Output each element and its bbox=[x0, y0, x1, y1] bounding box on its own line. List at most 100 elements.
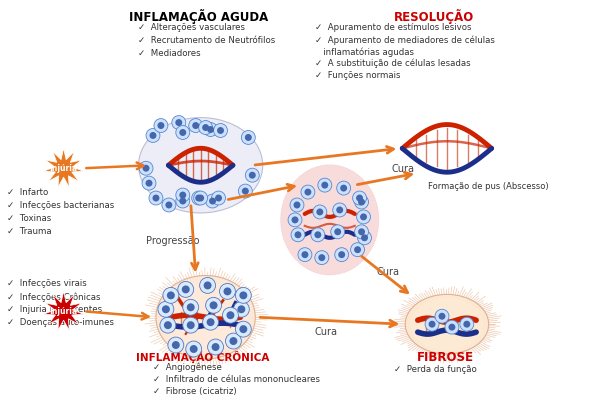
Text: Cura: Cura bbox=[392, 164, 415, 174]
Text: inflamatórias agudas: inflamatórias agudas bbox=[315, 47, 414, 57]
Circle shape bbox=[230, 337, 237, 345]
Circle shape bbox=[202, 124, 209, 131]
Circle shape bbox=[463, 321, 470, 328]
Circle shape bbox=[350, 243, 365, 257]
Circle shape bbox=[154, 118, 168, 133]
Circle shape bbox=[361, 234, 368, 241]
Circle shape bbox=[235, 287, 251, 303]
Circle shape bbox=[146, 179, 152, 187]
Text: ✓  Infarto: ✓ Infarto bbox=[7, 188, 48, 197]
Circle shape bbox=[162, 198, 176, 212]
Circle shape bbox=[208, 339, 224, 355]
Circle shape bbox=[313, 205, 327, 219]
Circle shape bbox=[205, 194, 219, 208]
Text: RESOLUÇÃO: RESOLUÇÃO bbox=[394, 9, 474, 24]
Ellipse shape bbox=[405, 294, 489, 354]
Circle shape bbox=[168, 337, 183, 353]
Circle shape bbox=[212, 191, 225, 205]
Circle shape bbox=[356, 195, 363, 201]
Text: Cura: Cura bbox=[377, 267, 400, 276]
Circle shape bbox=[143, 165, 149, 172]
Circle shape bbox=[152, 195, 159, 201]
Text: ✓  Fibrose (cicatriz): ✓ Fibrose (cicatriz) bbox=[153, 387, 237, 396]
Circle shape bbox=[340, 185, 347, 192]
Circle shape bbox=[195, 195, 202, 201]
Circle shape bbox=[179, 192, 186, 199]
Circle shape bbox=[322, 182, 328, 188]
Circle shape bbox=[162, 305, 170, 313]
Circle shape bbox=[360, 213, 367, 220]
Circle shape bbox=[290, 198, 304, 212]
Circle shape bbox=[336, 206, 343, 213]
Circle shape bbox=[358, 228, 365, 235]
Circle shape bbox=[301, 251, 309, 258]
Circle shape bbox=[197, 195, 204, 201]
Circle shape bbox=[238, 184, 253, 198]
Polygon shape bbox=[44, 149, 83, 187]
Text: INFLAMAÇÃO AGUDA: INFLAMAÇÃO AGUDA bbox=[129, 9, 268, 24]
Circle shape bbox=[293, 201, 300, 208]
Circle shape bbox=[175, 119, 182, 126]
Circle shape bbox=[311, 228, 325, 242]
Circle shape bbox=[240, 325, 247, 333]
Circle shape bbox=[301, 185, 315, 199]
Circle shape bbox=[158, 301, 174, 317]
Circle shape bbox=[176, 194, 190, 208]
Circle shape bbox=[291, 217, 299, 223]
Circle shape bbox=[318, 178, 332, 192]
Text: INFLAMAÇÃO CRÔNICA: INFLAMAÇÃO CRÔNICA bbox=[136, 351, 269, 363]
Circle shape bbox=[358, 231, 372, 245]
Text: ✓  Funções normais: ✓ Funções normais bbox=[315, 71, 401, 80]
Circle shape bbox=[355, 225, 369, 239]
Circle shape bbox=[356, 210, 371, 224]
Circle shape bbox=[209, 197, 216, 204]
Circle shape bbox=[338, 251, 345, 258]
Text: ✓  Infiltrado de células mononucleares: ✓ Infiltrado de células mononucleares bbox=[153, 375, 320, 384]
Circle shape bbox=[358, 199, 365, 206]
Circle shape bbox=[212, 343, 219, 351]
Circle shape bbox=[202, 314, 218, 330]
Circle shape bbox=[187, 303, 195, 311]
Text: ✓  Angiogênese: ✓ Angiogênese bbox=[153, 363, 222, 372]
Circle shape bbox=[172, 341, 180, 349]
Polygon shape bbox=[44, 291, 83, 330]
Circle shape bbox=[179, 197, 186, 204]
Circle shape bbox=[183, 317, 199, 333]
Ellipse shape bbox=[139, 118, 263, 213]
Text: ✓  Infecções Crônicas: ✓ Infecções Crônicas bbox=[7, 292, 100, 302]
Circle shape bbox=[428, 321, 435, 328]
Circle shape bbox=[335, 248, 349, 262]
Circle shape bbox=[224, 287, 231, 295]
Circle shape bbox=[214, 124, 228, 138]
Circle shape bbox=[206, 318, 215, 326]
Text: ✓  Mediadores: ✓ Mediadores bbox=[138, 49, 201, 58]
Circle shape bbox=[435, 309, 449, 323]
Circle shape bbox=[139, 161, 153, 175]
Text: ✓  Infecções virais: ✓ Infecções virais bbox=[7, 280, 87, 289]
Circle shape bbox=[237, 305, 245, 313]
Text: ✓  Infecções bacterianas: ✓ Infecções bacterianas bbox=[7, 201, 114, 210]
Circle shape bbox=[333, 203, 347, 217]
Circle shape bbox=[205, 298, 221, 313]
Circle shape bbox=[298, 248, 312, 262]
Circle shape bbox=[288, 213, 302, 227]
Circle shape bbox=[337, 181, 350, 195]
Circle shape bbox=[460, 317, 474, 331]
Circle shape bbox=[319, 254, 325, 261]
Text: ✓  Trauma: ✓ Trauma bbox=[7, 227, 51, 236]
Circle shape bbox=[219, 283, 235, 299]
Text: ✓  Apuramento de mediadores de células: ✓ Apuramento de mediadores de células bbox=[315, 35, 495, 45]
Circle shape bbox=[149, 191, 163, 205]
Circle shape bbox=[189, 118, 202, 133]
Circle shape bbox=[353, 191, 366, 205]
Text: ✓  Perda da função: ✓ Perda da função bbox=[394, 365, 477, 374]
Circle shape bbox=[448, 324, 455, 330]
Text: Injúria: Injúria bbox=[50, 164, 78, 173]
Circle shape bbox=[291, 228, 305, 242]
Text: ✓  Recrutamento de Neutrófilos: ✓ Recrutamento de Neutrófilos bbox=[138, 36, 276, 45]
Circle shape bbox=[160, 317, 176, 333]
Circle shape bbox=[294, 231, 301, 238]
Text: ✓  Toxinas: ✓ Toxinas bbox=[7, 214, 51, 223]
Circle shape bbox=[192, 122, 199, 129]
Circle shape bbox=[355, 195, 369, 209]
